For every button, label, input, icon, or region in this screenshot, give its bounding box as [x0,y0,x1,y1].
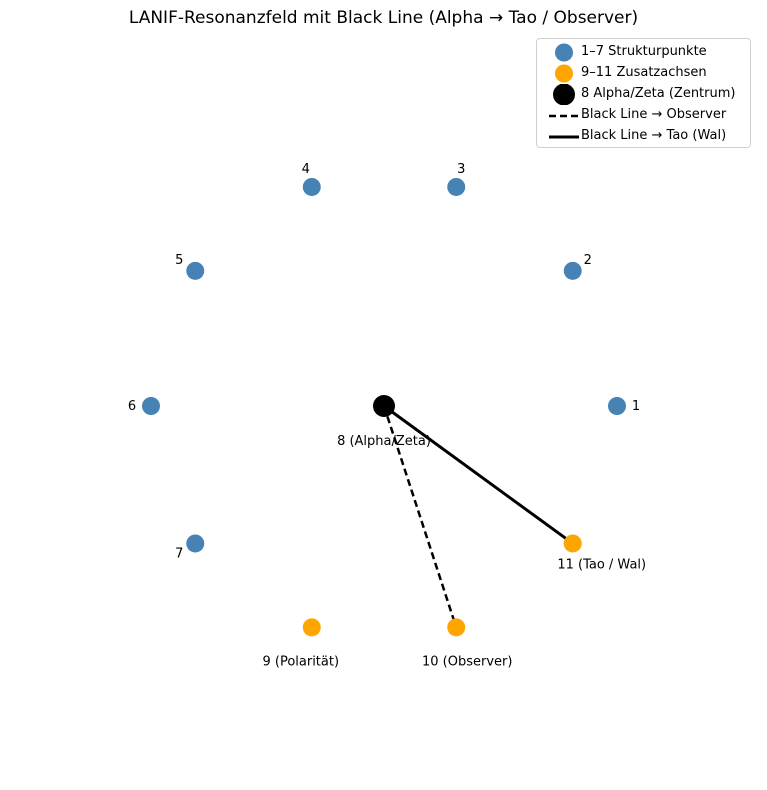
legend-label-black-line-observer: Black Line → Observer [581,107,727,122]
legend-marker-dashed-line [549,114,579,118]
point-label-7: 7 [175,546,183,561]
legend-item-strukturpunkte: 1–7 Strukturpunkte [537,42,750,63]
point-label-10: 10 (Observer) [422,654,512,669]
legend-label-strukturpunkte: 1–7 Strukturpunkte [581,44,707,59]
point-7 [186,534,205,553]
legend-label-zusatzachsen: 9–11 Zusatzachsen [581,65,707,80]
legend-dot-strukturpunkte [555,43,573,62]
legend-label-alpha-zeta: 8 Alpha/Zeta (Zentrum) [581,86,736,101]
points-layer [142,177,626,637]
point-1 [608,397,626,415]
black-line-tao [383,404,574,545]
chart-title: LANIF-Resonanzfeld mit Black Line (Alpha… [128,8,639,28]
point-label-4: 4 [302,162,310,177]
legend-label-black-line-tao: Black Line → Tao (Wal) [581,128,727,143]
point-label-11: 11 (Tao / Wal) [557,557,646,572]
point-label-6: 6 [128,399,136,414]
legend-marker-black-dot [553,84,575,105]
legend-item-black-line-tao: Black Line → Tao (Wal) [537,126,750,147]
labels-layer: 1 2 3 4 5 6 7 9 (Polarität) 10 (Observer) 11 (Tao… [128,162,646,669]
legend-marker-blue-dot [555,43,573,62]
point-label-5: 5 [175,253,183,268]
legend-marker-solid-line [549,135,579,139]
point-3 [447,177,466,196]
point-6 [142,397,160,415]
point-11 [563,534,582,553]
point-10 [447,618,466,637]
legend-item-alpha-zeta: 8 Alpha/Zeta (Zentrum) [537,84,750,105]
point-label-2: 2 [584,253,592,268]
point-label-3: 3 [457,162,465,177]
point-5 [186,261,205,280]
legend-item-zusatzachsen: 9–11 Zusatzachsen [537,63,750,84]
point-8 [373,395,395,417]
lines-layer [382,404,574,628]
legend-dot-zusatzachsen [555,64,573,83]
point-4 [302,177,321,196]
point-label-9: 9 (Polarität) [262,654,339,669]
point-label-8: 8 (Alpha/Zeta) [337,434,431,449]
legend-dot-alpha-zeta [553,84,575,105]
point-9 [302,618,321,637]
black-line-observer [382,405,458,628]
point-2 [563,261,582,280]
point-label-1: 1 [632,399,640,414]
legend-marker-orange-dot [555,64,573,83]
chart-legend: 1–7 Strukturpunkte 9–11 Zusatzachsen 8 A… [536,38,751,148]
legend-item-black-line-observer: Black Line → Observer [537,105,750,126]
